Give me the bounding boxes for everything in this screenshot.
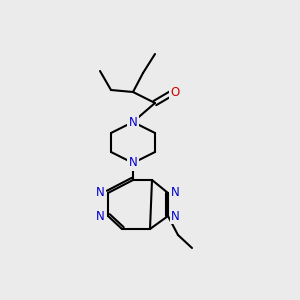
Text: N: N bbox=[129, 116, 137, 128]
Text: N: N bbox=[171, 209, 180, 223]
Text: O: O bbox=[170, 86, 180, 100]
Text: N: N bbox=[171, 187, 180, 200]
Text: N: N bbox=[96, 187, 105, 200]
Text: N: N bbox=[129, 157, 137, 169]
Text: N: N bbox=[96, 209, 105, 223]
